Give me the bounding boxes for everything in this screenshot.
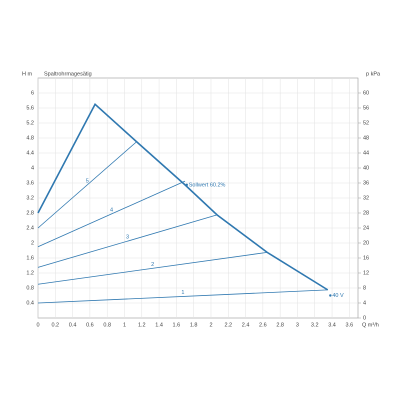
y2-tick-label: 44 bbox=[363, 150, 369, 156]
series-line bbox=[37, 102, 329, 291]
y-tick-label: 0.8 bbox=[26, 285, 34, 291]
y-tick-label: 5.2 bbox=[26, 120, 34, 126]
y2-tick-label: 4 bbox=[363, 300, 366, 306]
x-tick-label: 1 bbox=[123, 322, 126, 328]
y2-tick-label: 48 bbox=[363, 135, 369, 141]
x-tick-label: 1.6 bbox=[173, 322, 181, 328]
x-tick-label: 1.8 bbox=[190, 322, 198, 328]
y2-tick-label: 0 bbox=[363, 315, 366, 321]
x-tick-label: 1.4 bbox=[155, 322, 163, 328]
y-tick-label: 1.2 bbox=[26, 270, 34, 276]
x-tick-label: 2.6 bbox=[259, 322, 267, 328]
y2-tick-label: 20 bbox=[363, 240, 369, 246]
annotation: 40 V bbox=[332, 293, 344, 299]
y-tick-label: 3.6 bbox=[26, 180, 34, 186]
x-tick-label: 2.8 bbox=[276, 322, 284, 328]
y2-tick-label: 36 bbox=[363, 180, 369, 186]
x-tick-label: 3.2 bbox=[311, 322, 319, 328]
annotation-point bbox=[329, 294, 332, 297]
y2-tick-label: 40 bbox=[363, 165, 369, 171]
y2-tick-label: 12 bbox=[363, 270, 369, 276]
y-axis-label: H m bbox=[22, 71, 33, 77]
x-tick-label: 3.6 bbox=[346, 322, 354, 328]
series-label: 4 bbox=[110, 207, 113, 213]
series-label: 3 bbox=[126, 235, 129, 241]
y-tick-label: 4 bbox=[31, 165, 34, 171]
annotation-point bbox=[185, 183, 188, 187]
x-tick-label: 0.2 bbox=[51, 322, 59, 328]
annotation: Sollwert 60.2% bbox=[189, 182, 226, 188]
series-line bbox=[37, 251, 268, 285]
series-line bbox=[37, 214, 218, 268]
x-tick-label: 3 bbox=[296, 322, 299, 328]
y2-tick-label: 56 bbox=[363, 105, 369, 111]
y-tick-label: 3.2 bbox=[26, 195, 34, 201]
y-tick-label: 1.6 bbox=[26, 255, 34, 261]
x-tick-label: 1.2 bbox=[138, 322, 146, 328]
x-tick-label: 2.4 bbox=[242, 322, 250, 328]
x-tick-label: 2 bbox=[209, 322, 212, 328]
series-label: 2 bbox=[151, 262, 154, 268]
y-tick-label: 4.8 bbox=[26, 135, 34, 141]
y2-tick-label: 60 bbox=[363, 90, 369, 96]
series-label: 5 bbox=[86, 178, 89, 184]
series-line bbox=[37, 180, 186, 248]
x-tick-label: 0 bbox=[36, 322, 39, 328]
y2-tick-label: 24 bbox=[363, 225, 369, 231]
y2-tick-label: 28 bbox=[363, 210, 369, 216]
x-tick-label: 3.4 bbox=[328, 322, 336, 328]
x-tick-label: 0.4 bbox=[69, 322, 77, 328]
y-tick-label: 2.8 bbox=[26, 210, 34, 216]
x-tick-label: 0.6 bbox=[86, 322, 94, 328]
y-tick-label: 6 bbox=[31, 90, 34, 96]
series-line bbox=[37, 141, 137, 229]
y-tick-label: 5.6 bbox=[26, 105, 34, 111]
x-tick-label: 0.8 bbox=[103, 322, 111, 328]
chart-title: Spaltrohrmagesätig bbox=[44, 71, 92, 77]
series-label: 1 bbox=[181, 290, 184, 296]
y2-axis-label: p kPa bbox=[366, 71, 381, 77]
x-axis-label: Q m³/h bbox=[362, 322, 379, 328]
x-tick-label: 2.2 bbox=[224, 322, 232, 328]
series-line bbox=[37, 289, 328, 304]
y-tick-label: 2 bbox=[31, 240, 34, 246]
y-tick-label: 2.4 bbox=[26, 225, 34, 231]
y-tick-label: 4.4 bbox=[26, 150, 34, 156]
y-tick-label: 0.4 bbox=[26, 300, 34, 306]
y2-tick-label: 52 bbox=[363, 120, 369, 126]
y2-tick-label: 32 bbox=[363, 195, 369, 201]
y2-tick-label: 16 bbox=[363, 255, 369, 261]
y2-tick-label: 8 bbox=[363, 285, 366, 291]
